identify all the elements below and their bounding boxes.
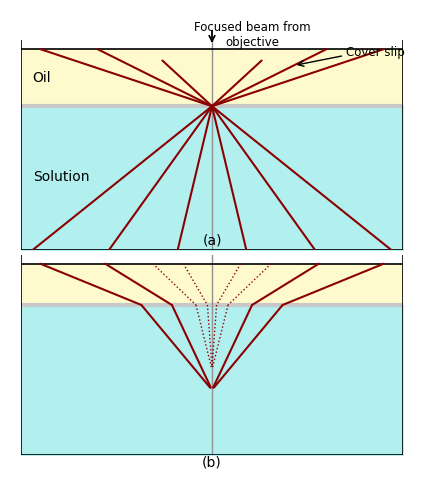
Text: Cover slip: Cover slip xyxy=(346,46,404,59)
Text: Solution: Solution xyxy=(33,170,89,184)
Text: (b): (b) xyxy=(202,455,222,469)
Text: (a): (a) xyxy=(202,234,222,247)
Text: Oil: Oil xyxy=(33,71,51,85)
Text: Focused beam from
objective: Focused beam from objective xyxy=(194,21,311,49)
